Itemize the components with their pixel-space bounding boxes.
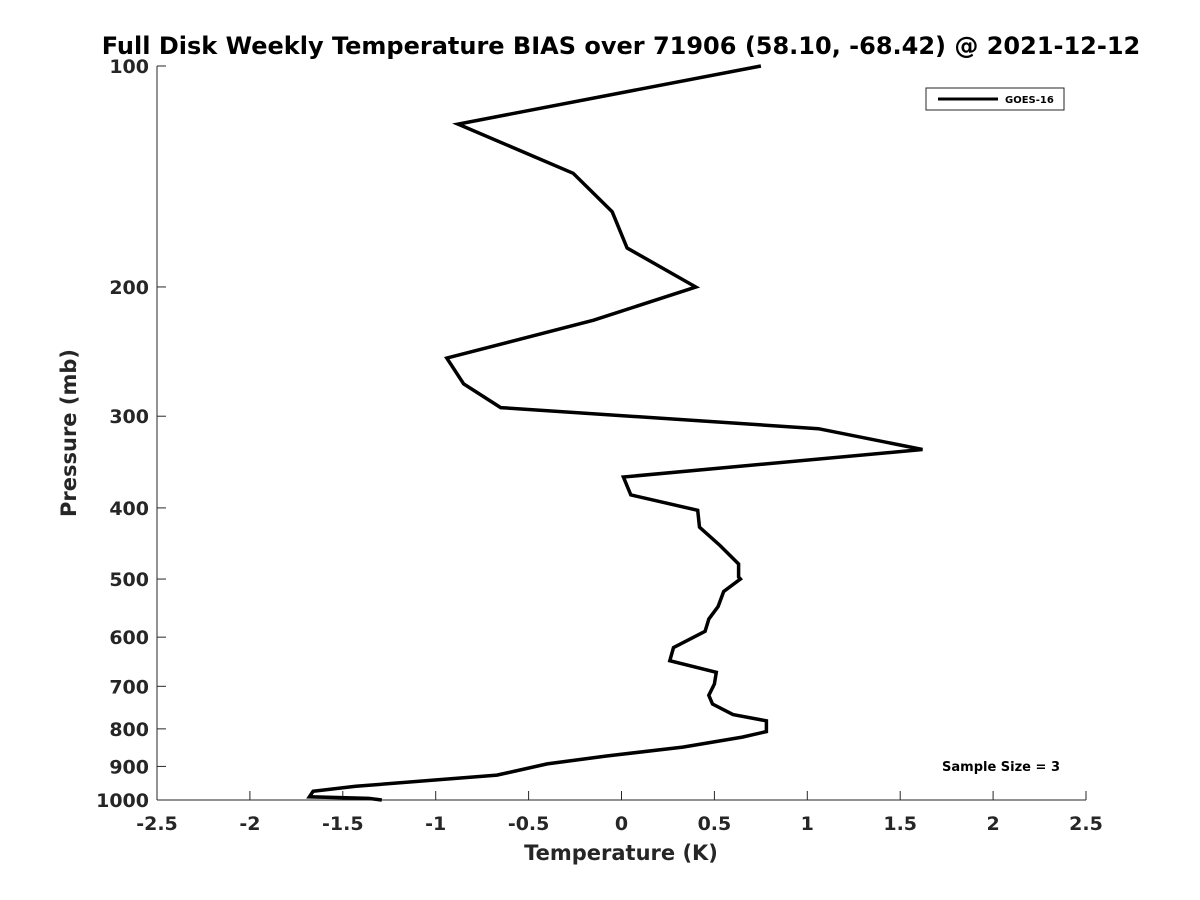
x-axis-label: Temperature (K)	[524, 841, 718, 865]
x-tick-label: -1	[425, 813, 446, 835]
series-line-goes-16	[306, 64, 923, 802]
y-tick-label: 300	[109, 406, 149, 428]
y-tick-label: 400	[109, 498, 149, 520]
legend: GOES-16	[925, 87, 1065, 111]
x-tick-label: -2.5	[136, 813, 178, 835]
series-layer	[306, 64, 923, 802]
y-axis-ticks: 100 200 300 400 500 600 700 800 900 1000	[96, 56, 166, 812]
y-tick-label: 600	[109, 627, 149, 649]
plot-area	[156, 66, 1086, 801]
x-tick-label: 0	[615, 813, 628, 835]
x-tick-label: -2	[239, 813, 260, 835]
legend-label-goes16: GOES-16	[1005, 95, 1054, 106]
y-tick-label: 500	[109, 569, 149, 591]
x-tick-label: -0.5	[508, 813, 550, 835]
y-tick-label: 800	[109, 719, 149, 741]
x-tick-label: 0.5	[698, 813, 732, 835]
y-axis-label: Pressure (mb)	[57, 349, 81, 517]
x-tick-label: 2	[986, 813, 999, 835]
x-tick-label: 1	[801, 813, 814, 835]
y-tick-label: 900	[109, 756, 149, 778]
sample-size-annotation: Sample Size = 3	[942, 760, 1060, 775]
x-axis-ticks: -2.5 -2 -1.5 -1 -0.5 0 0.5 1 1.5 2 2.5	[136, 791, 1103, 835]
y-tick-label: 100	[109, 56, 149, 78]
y-tick-label: 1000	[96, 790, 149, 812]
x-tick-label: 1.5	[883, 813, 917, 835]
chart-title: Full Disk Weekly Temperature BIAS over 7…	[102, 32, 1141, 60]
y-tick-label: 700	[109, 676, 149, 698]
x-tick-label: 2.5	[1069, 813, 1103, 835]
x-tick-label: -1.5	[322, 813, 364, 835]
y-tick-label: 200	[109, 277, 149, 299]
